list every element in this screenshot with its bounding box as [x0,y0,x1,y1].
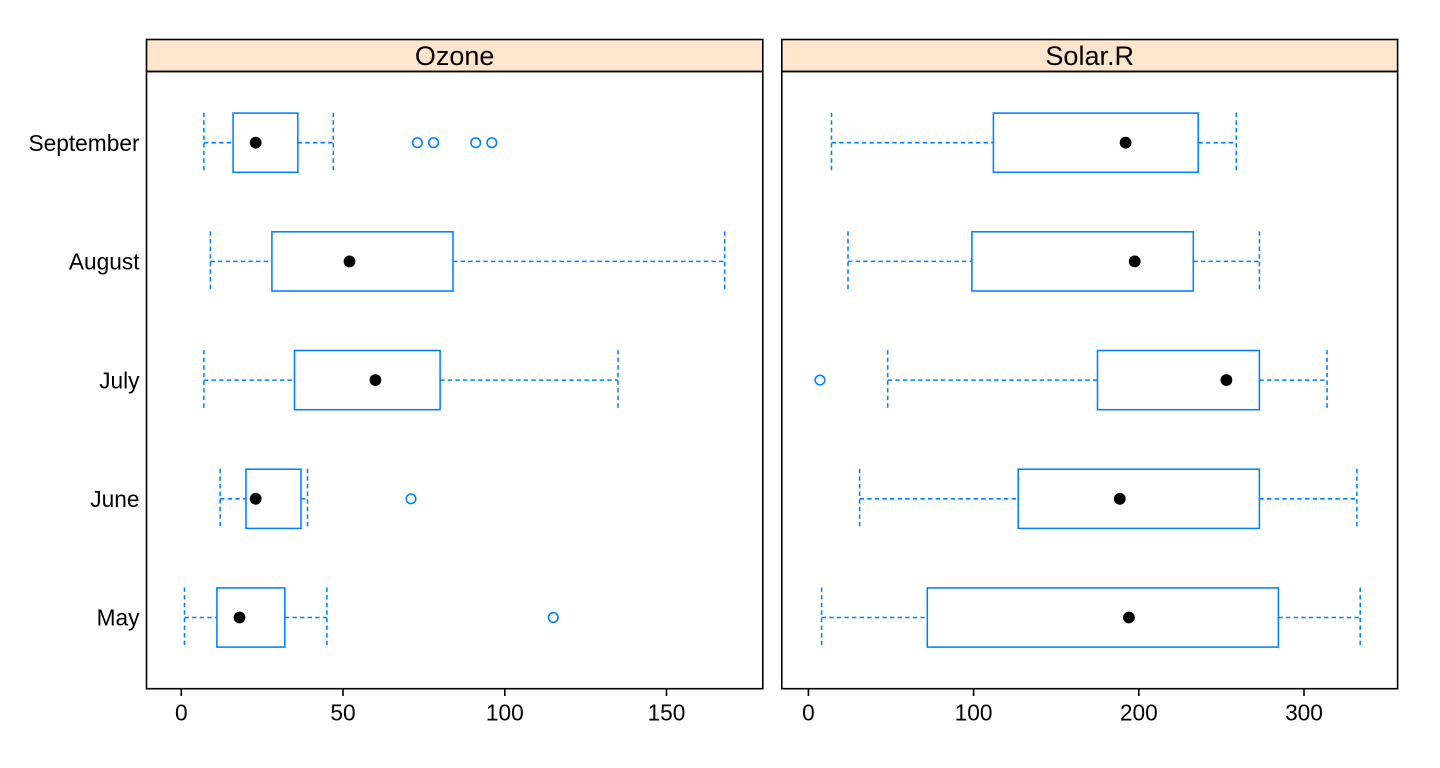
svg-text:150: 150 [648,700,686,726]
svg-text:100: 100 [955,700,993,726]
svg-text:Solar.R: Solar.R [1045,41,1134,71]
svg-text:August: August [69,249,140,275]
svg-text:100: 100 [486,700,524,726]
svg-text:0: 0 [802,700,815,726]
svg-text:200: 200 [1120,700,1158,726]
svg-text:September: September [29,130,140,156]
svg-text:50: 50 [330,700,355,726]
svg-text:July: July [99,367,140,393]
svg-text:Ozone: Ozone [415,41,495,71]
svg-text:June: June [90,486,139,512]
svg-text:300: 300 [1285,700,1323,726]
svg-text:May: May [97,605,141,631]
svg-text:0: 0 [175,700,188,726]
